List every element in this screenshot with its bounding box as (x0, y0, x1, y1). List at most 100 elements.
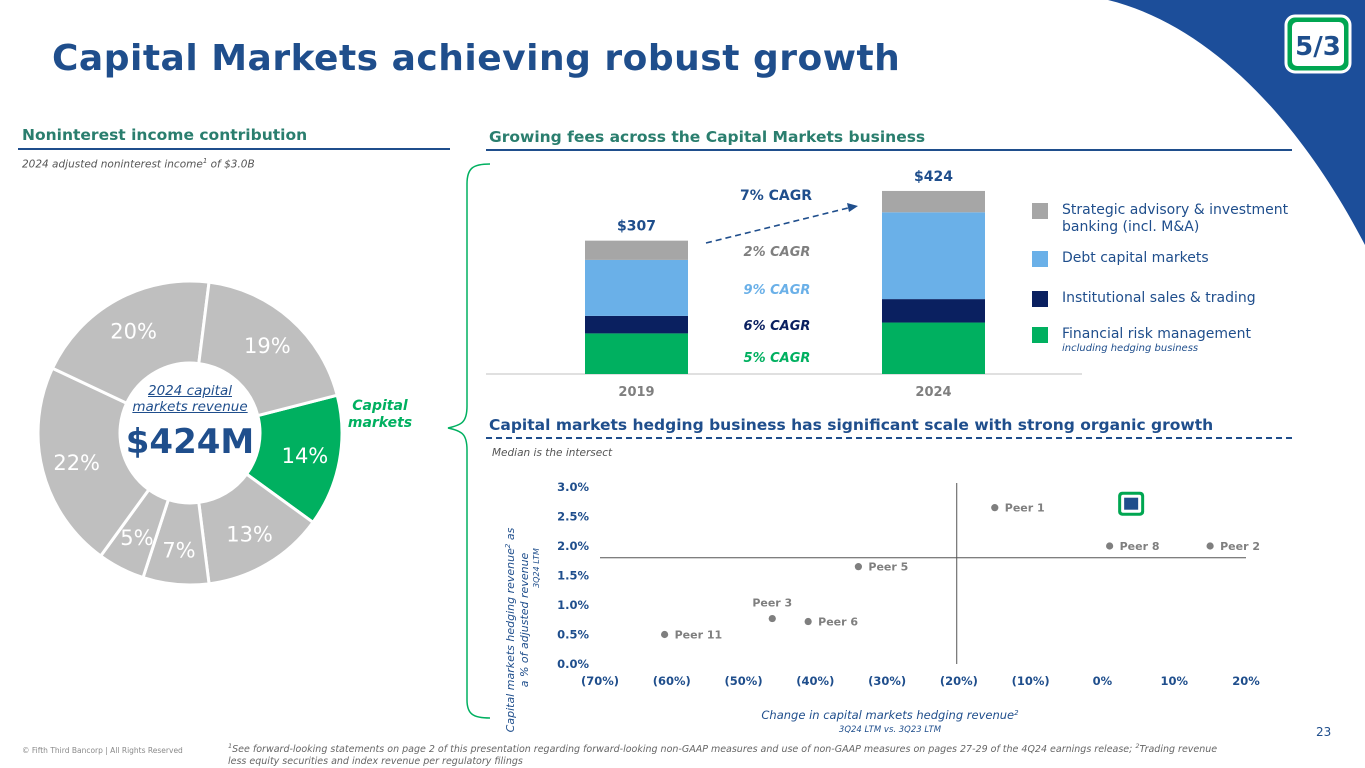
donut-slice-label: 22% (53, 451, 100, 475)
segment-cagr-label: 6% CAGR (744, 319, 811, 334)
segment-cagr-label: 2% CAGR (744, 245, 811, 260)
x-tick-label: (40%) (796, 674, 834, 688)
x-tick-label: (30%) (868, 674, 906, 688)
donut-chart: 14% 13% 7% 5% 22% 20% 19% (36, 279, 344, 587)
bracket-connector (447, 163, 491, 719)
bar-segment (585, 315, 688, 334)
scatter-point (1106, 542, 1114, 550)
bar-category-label: 2019 (618, 385, 654, 400)
hedging-heading: Capital markets hedging business has sig… (489, 416, 1214, 434)
legend-sublabel: including hedging business (1062, 343, 1199, 354)
y-tick-label: 3.0% (557, 480, 589, 494)
scatter-point-label: Peer 6 (818, 616, 858, 629)
scatter-point-label: Peer 3 (752, 597, 792, 610)
x-tick-label: (70%) (581, 674, 619, 688)
donut-slice-label: 19% (244, 334, 291, 358)
hedging-dashed-rule (486, 437, 1292, 439)
cagr-arrow-head (847, 203, 858, 212)
bar-total-label: $307 (617, 219, 656, 235)
scatter-point-label: Peer 2 (1220, 540, 1260, 553)
logo-text: 5/3 (1295, 32, 1341, 62)
capital-markets-callout: Capital markets (347, 398, 413, 431)
copyright: © Fifth Third Bancorp | All Rights Reser… (22, 746, 183, 755)
page-title: Capital Markets achieving robust growth (52, 38, 901, 79)
cagr-arrow-line (705, 206, 853, 244)
y-axis-title-line3: 3Q24 LTM (532, 548, 541, 588)
segment-cagr-label: 5% CAGR (744, 351, 811, 366)
x-tick-label: 20% (1232, 674, 1260, 688)
scatter-point (991, 504, 999, 512)
scatter-point (1206, 542, 1214, 550)
bar-segment (585, 333, 688, 374)
donut-slice (36, 366, 151, 559)
y-axis-title-line2: a % of adjusted revenue (518, 552, 531, 687)
legend-swatch (1032, 203, 1048, 219)
median-note: Median is the intersect (492, 447, 613, 459)
donut-slice-label: 13% (226, 523, 273, 547)
donut-slice-label: 7% (162, 538, 195, 562)
legend-swatch (1032, 251, 1048, 267)
bar-segment (882, 190, 985, 213)
y-tick-label: 2.5% (557, 510, 589, 524)
legend-item: Debt capital markets (1032, 250, 1302, 267)
x-tick-label: (50%) (725, 674, 763, 688)
segment-cagr-label: 9% CAGR (744, 283, 811, 298)
legend-label: Debt capital markets (1062, 250, 1209, 266)
x-axis-subtitle: 3Q24 LTM vs. 3Q23 LTM (839, 725, 942, 735)
y-tick-label: 0.0% (557, 657, 589, 671)
scatter-point-label: Peer 8 (1120, 540, 1160, 553)
donut-center-value: $424M (125, 422, 255, 462)
legend-item: Institutional sales & trading (1032, 290, 1302, 307)
scatter-point (804, 617, 812, 626)
fifth-third-logo: 5/3 (1284, 14, 1352, 74)
x-tick-label: 10% (1160, 674, 1188, 688)
bar-segment (882, 322, 985, 374)
scatter-point (768, 614, 776, 623)
fifth-third-marker-icon (1118, 491, 1145, 516)
stacked-bar-chart: $307 2019 $424 2024 5% CAGR 6% CAGR 9% CAGR 2% … (486, 169, 1082, 400)
scatter-point (661, 630, 669, 639)
noninterest-subtitle: 2024 adjusted noninterest income1 of $3.… (22, 157, 255, 171)
legend-swatch (1032, 327, 1048, 343)
page-number: 23 (1316, 725, 1332, 739)
footnote: 1See forward-looking statements on page … (228, 742, 1218, 768)
legend-label: Financial risk management including hedgi… (1062, 326, 1252, 354)
legend-label: Strategic advisory & investment banking … (1062, 202, 1289, 235)
bar-segment (585, 240, 688, 260)
legend-item: Financial risk management including hedgi… (1032, 326, 1302, 355)
donut-slice (50, 279, 211, 406)
y-tick-label: 1.0% (557, 598, 589, 612)
donut-center-label: 2024 capital markets revenue (132, 383, 248, 415)
legend-label: Institutional sales & trading (1062, 290, 1256, 306)
scatter-point-label: Peer 1 (1005, 502, 1045, 515)
bar-segment (585, 259, 688, 316)
left-rule (18, 148, 450, 150)
scatter-point-label: Peer 5 (868, 561, 908, 574)
donut-slice-label: 5% (120, 526, 153, 550)
legend-item: Strategic advisory & investment banking … (1032, 202, 1302, 236)
x-tick-label: (10%) (1012, 674, 1050, 688)
bar-segment (882, 212, 985, 300)
fees-rule (486, 149, 1292, 151)
x-axis-title: Change in capital markets hedging revenu… (761, 708, 1019, 722)
scatter-point-label: Peer 11 (675, 629, 723, 642)
y-axis-title-line1: Capital markets hedging revenue2 as (504, 527, 517, 732)
x-tick-label: (20%) (940, 674, 978, 688)
x-tick-label: 0% (1093, 674, 1113, 688)
bar-category-label: 2024 (915, 385, 951, 400)
scatter-chart: 0.0% 0.5% 1.0% 1.5% 2.0% 2.5% 3.0% (70%) (60%) (5… (504, 480, 1260, 735)
bar-segment (882, 299, 985, 323)
noninterest-heading: Noninterest income contribution (22, 126, 308, 144)
donut-slice-label: 14% (282, 444, 329, 468)
total-cagr-label: 7% CAGR (740, 188, 812, 204)
legend-swatch (1032, 291, 1048, 307)
y-tick-label: 1.5% (557, 569, 589, 583)
donut-slice-label: 20% (110, 319, 157, 343)
fees-heading: Growing fees across the Capital Markets … (489, 128, 926, 146)
x-tick-label: (60%) (653, 674, 691, 688)
scatter-point (854, 563, 862, 571)
y-tick-label: 2.0% (557, 539, 589, 553)
y-tick-label: 0.5% (557, 628, 589, 642)
bar-total-label: $424 (914, 169, 953, 185)
donut-slice (197, 280, 340, 418)
